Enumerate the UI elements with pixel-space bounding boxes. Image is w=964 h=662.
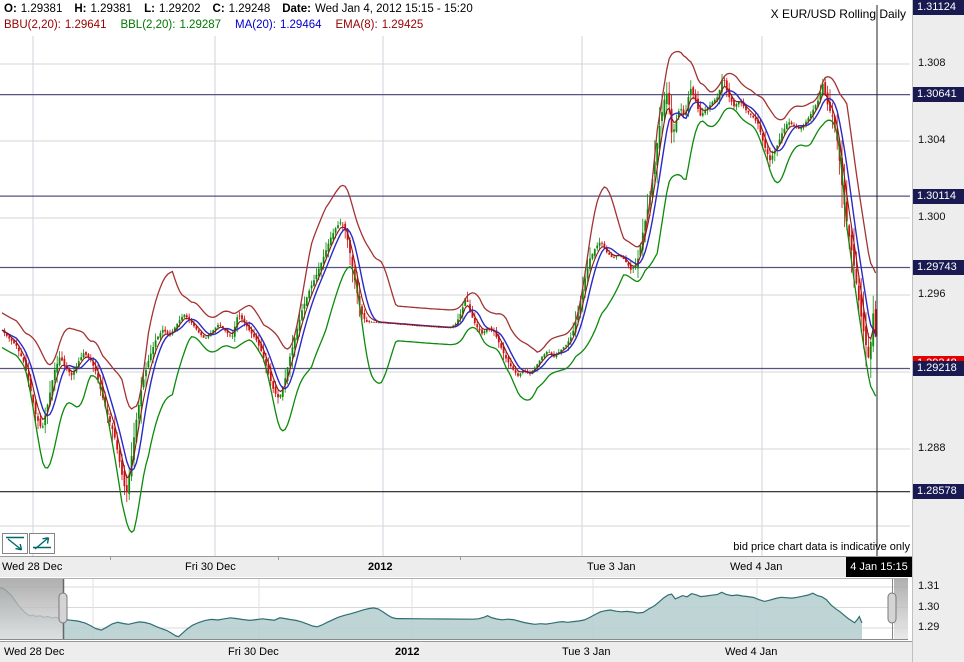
up-bodies	[41, 79, 875, 494]
ema-value: 1.29425	[381, 19, 424, 31]
disclaimer-text: bid price chart data is indicative only	[733, 541, 910, 553]
price-axis-label: 1.304	[918, 134, 946, 146]
time-axis-label: 2012	[368, 561, 393, 573]
price-marker-label: 1.31124	[913, 0, 964, 15]
price-axis-label: 1.300	[918, 211, 946, 223]
price-marker-label: 1.30114	[913, 189, 964, 204]
candles-layer	[1, 50, 877, 534]
open-label: O:	[4, 3, 17, 15]
main-price-chart[interactable]	[0, 0, 912, 556]
price-axis-label: 1.308	[918, 57, 946, 69]
price-axis-label: 1.288	[918, 442, 946, 454]
date-value: Wed Jan 4, 2012 15:15 - 15:20	[315, 3, 473, 15]
low-label: L:	[144, 3, 155, 15]
low-readout: L: 1.29202	[144, 3, 200, 15]
scale-down-button[interactable]	[2, 533, 28, 554]
bbl-line	[1, 107, 877, 534]
nav-mask-left	[0, 578, 63, 640]
axis-tick	[460, 557, 461, 560]
price-axis: 1.3081.3041.3001.2961.2881.292481.311241…	[912, 0, 964, 662]
nav-mask-right	[894, 578, 908, 640]
high-value: 1.29381	[90, 3, 133, 15]
price-marker-label: 1.30641	[913, 87, 964, 102]
low-value: 1.29202	[158, 3, 201, 15]
ema-label: EMA(8):	[335, 19, 378, 31]
bbl-label: BBL(2,20):	[120, 19, 176, 31]
time-axis: 4 Jan 15:15 Wed 28 Dec Fri 30 Dec 2012 Tue …	[0, 556, 964, 577]
time-axis-label: Fri 30 Dec	[185, 561, 236, 573]
price-axis-label: 1.296	[918, 288, 946, 300]
close-label: C:	[212, 3, 225, 15]
navigator-scale-label: 1.29	[918, 621, 940, 633]
trend-up-button[interactable]	[29, 533, 55, 554]
ema-line	[1, 85, 877, 479]
time-axis-label: 2012	[395, 646, 420, 658]
price-marker-label: 1.28578	[913, 484, 964, 499]
time-axis-label: Wed 4 Jan	[730, 561, 783, 573]
ema-readout: EMA(8): 1.29425	[336, 19, 424, 31]
bbu-line	[1, 50, 877, 410]
navigator-scale-label: 1.30	[918, 601, 940, 613]
close-value: 1.29248	[228, 3, 271, 15]
navigator-scale-label: 1.31	[918, 580, 940, 592]
high-readout: H: 1.29381	[74, 3, 132, 15]
price-marker-label: 1.29743	[913, 260, 964, 275]
axis-tick	[110, 557, 111, 560]
down-bodies	[3, 80, 877, 491]
up-wicks	[42, 74, 874, 500]
ohlc-readout: O: 1.29381 H: 1.29381 L: 1.29202 C: 1.29248 …	[4, 3, 473, 15]
bbu-readout: BBU(2,20): 1.29641	[4, 19, 106, 31]
navigator-right-handle[interactable]	[887, 592, 897, 624]
time-axis-label: Tue 3 Jan	[587, 561, 636, 573]
nav-line	[0, 587, 863, 638]
time-axis-label: Wed 28 Dec	[4, 646, 65, 658]
time-axis-label: Fri 30 Dec	[228, 646, 279, 658]
symbol-title[interactable]: X EUR/USD Rolling Daily	[770, 7, 906, 21]
arrow-up-right-icon	[33, 537, 51, 550]
arrow-down-right-icon	[6, 536, 24, 551]
open-readout: O: 1.29381	[4, 3, 62, 15]
ma-label: MA(20):	[235, 19, 276, 31]
open-value: 1.29381	[20, 3, 63, 15]
indicator-readout: BBU(2,20): 1.29641 BBL(2,20): 1.29287 MA(2…	[4, 19, 423, 31]
time-axis-label: Tue 3 Jan	[562, 646, 611, 658]
time-axis-label: Wed 28 Dec	[2, 561, 63, 573]
close-readout: C: 1.29248	[213, 3, 271, 15]
date-readout: Date: Wed Jan 4, 2012 15:15 - 15:20	[282, 3, 472, 15]
price-marker-label: 1.29218	[913, 361, 964, 376]
nav-area	[0, 587, 862, 640]
axis-tick	[278, 557, 279, 560]
high-label: H:	[74, 3, 87, 15]
bbl-readout: BBL(2,20): 1.29287	[120, 19, 221, 31]
bbu-label: BBU(2,20):	[4, 19, 61, 31]
navigator-chart[interactable]	[0, 578, 910, 640]
ma-readout: MA(20): 1.29464	[235, 19, 321, 31]
cursor-time-label: 4 Jan 15:15	[846, 557, 912, 577]
ma-value: 1.29464	[279, 19, 322, 31]
bbu-value: 1.29641	[64, 19, 107, 31]
navigator-left-handle[interactable]	[58, 592, 68, 624]
date-label: Date:	[282, 3, 311, 15]
navigator-time-axis: Wed 28 Dec Fri 30 Dec 2012 Tue 3 Jan Wed 4 J…	[0, 641, 964, 662]
ma-line	[1, 90, 877, 472]
time-axis-label: Wed 4 Jan	[725, 646, 778, 658]
bbl-value: 1.29287	[179, 19, 222, 31]
